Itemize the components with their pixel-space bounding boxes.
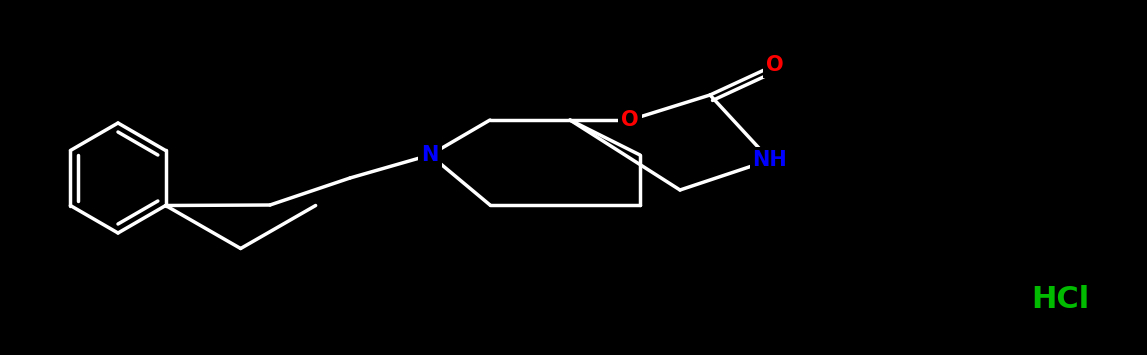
Text: N: N	[421, 145, 438, 165]
Text: NH: NH	[752, 150, 787, 170]
Text: HCl: HCl	[1031, 285, 1090, 315]
Text: O: O	[622, 110, 639, 130]
Text: O: O	[766, 55, 783, 75]
